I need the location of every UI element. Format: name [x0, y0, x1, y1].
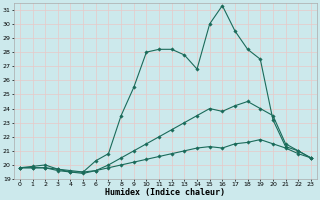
X-axis label: Humidex (Indice chaleur): Humidex (Indice chaleur) — [105, 188, 225, 197]
